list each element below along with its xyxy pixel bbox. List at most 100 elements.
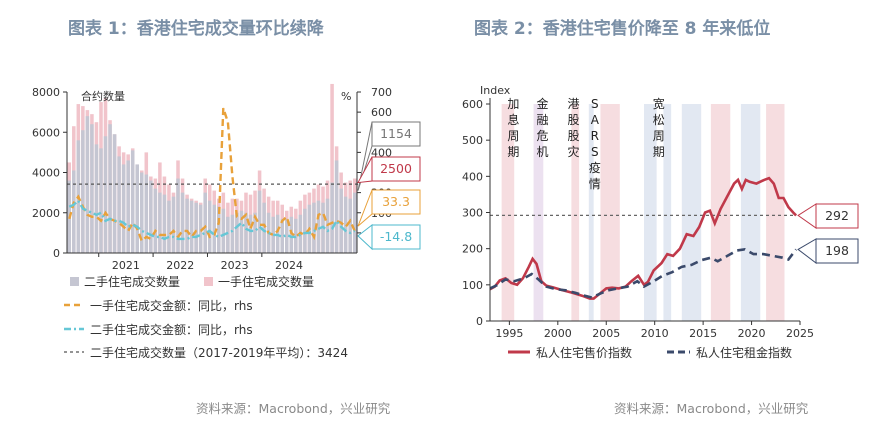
secondhand-bar bbox=[158, 192, 162, 253]
legend-swatch-secondhand bbox=[70, 277, 79, 286]
x-tick-label: 2022 bbox=[166, 259, 194, 272]
secondhand-bar bbox=[212, 204, 217, 253]
shaded-period bbox=[588, 104, 594, 321]
secondhand-bar bbox=[162, 194, 167, 253]
secondhand-bar bbox=[135, 164, 139, 253]
callout-box bbox=[371, 224, 421, 250]
period-annotation: 加息周期 bbox=[507, 97, 519, 159]
secondhand-bar bbox=[198, 204, 203, 253]
callout-pointer bbox=[357, 189, 373, 227]
secondhand-bar bbox=[348, 198, 352, 253]
secondhand-bar bbox=[235, 212, 239, 253]
y-axis-label: Index bbox=[480, 84, 511, 97]
shaded-period bbox=[533, 104, 544, 321]
x-tick-label: 2020 bbox=[738, 327, 766, 340]
secondhand-bar bbox=[248, 214, 253, 253]
callout-pointer bbox=[357, 223, 373, 251]
left-axis-label: 合约数量 bbox=[81, 89, 125, 103]
chart2-title: 图表 2：香港住宅售价降至 8 年来低位 bbox=[474, 19, 771, 39]
y-tick-label: 200 bbox=[462, 243, 483, 256]
callout-label: 1154 bbox=[380, 126, 412, 141]
chart1-title: 图表 1：香港住宅成交量环比续降 bbox=[68, 19, 324, 39]
chart2-source: 资料来源：Macrobond，兴业研究 bbox=[614, 401, 809, 416]
price-index-line bbox=[489, 176, 798, 300]
legend-label-secondhand-yoy: 二手住宅成交金额：同比，rhs bbox=[90, 322, 253, 337]
secondhand-bar bbox=[176, 178, 180, 253]
secondhand-bar bbox=[194, 202, 198, 253]
right-tick-label: 400 bbox=[371, 146, 392, 159]
rent-index-line bbox=[489, 248, 798, 299]
firsthand-yoy-line bbox=[68, 107, 356, 243]
secondhand-bar bbox=[312, 202, 316, 253]
y-tick-label: 100 bbox=[462, 279, 483, 292]
legend-label-rent: 私人住宅租金指数 bbox=[696, 345, 792, 360]
secondhand-bar bbox=[239, 210, 244, 253]
secondhand-bar bbox=[149, 180, 153, 253]
secondhand-bar bbox=[262, 202, 266, 253]
secondhand-bar bbox=[121, 164, 126, 253]
callout-label: 33.3 bbox=[382, 194, 410, 209]
secondhand-bar bbox=[339, 188, 343, 253]
secondhand-bar bbox=[330, 182, 334, 253]
shaded-period bbox=[766, 104, 785, 321]
secondhand-bar bbox=[257, 190, 262, 253]
secondhand-bar bbox=[153, 188, 158, 253]
period-annotation: 宽松周期 bbox=[653, 96, 665, 159]
right-axis-label: % bbox=[341, 90, 351, 103]
secondhand-bar bbox=[203, 192, 207, 253]
secondhand-bar bbox=[294, 218, 298, 253]
callout-label: -14.8 bbox=[380, 229, 412, 244]
period-annotation: 金融危机 bbox=[536, 96, 548, 159]
legend-label-firsthand-yoy: 一手住宅成交金额：同比，rhs bbox=[90, 298, 253, 313]
secondhand-bar bbox=[316, 200, 321, 253]
secondhand-bar bbox=[230, 214, 235, 253]
x-tick-label: 2005 bbox=[592, 327, 620, 340]
left-tick-label: 2000 bbox=[32, 207, 60, 220]
secondhand-bar bbox=[90, 124, 94, 253]
callout-box bbox=[371, 189, 421, 215]
firsthand-bar bbox=[330, 83, 334, 253]
callout-box bbox=[371, 121, 421, 147]
period-annotation: 港股股灾 bbox=[567, 97, 579, 159]
y-tick-label: 0 bbox=[476, 315, 483, 328]
callout-pointer bbox=[797, 238, 817, 265]
secondhand-bar bbox=[285, 218, 289, 253]
secondhand-bar bbox=[144, 174, 149, 253]
callout-box bbox=[815, 238, 859, 264]
secondhand-bar bbox=[217, 206, 221, 253]
secondhand-bar bbox=[334, 160, 339, 253]
shaded-period bbox=[571, 104, 580, 321]
y-tick-label: 600 bbox=[462, 98, 483, 111]
legend-label-price: 私人住宅售价指数 bbox=[536, 345, 632, 360]
left-tick-label: 6000 bbox=[32, 126, 60, 139]
secondhand-bar bbox=[189, 200, 194, 253]
period-annotation: S A R S 疫情 bbox=[589, 97, 601, 191]
right-tick-label: 600 bbox=[371, 106, 392, 119]
secondhand-bar bbox=[108, 124, 112, 253]
secondhand-bar bbox=[280, 218, 284, 253]
right-tick-label: 700 bbox=[371, 86, 392, 99]
x-tick-label: 2021 bbox=[112, 259, 140, 272]
secondhand-bar bbox=[303, 208, 307, 253]
secondhand-bar bbox=[117, 156, 121, 253]
y-tick-label: 500 bbox=[462, 134, 483, 147]
secondhand-bar bbox=[140, 172, 144, 253]
secondhand-bar bbox=[221, 208, 226, 253]
secondhand-bar bbox=[103, 136, 108, 253]
secondhand-bar bbox=[352, 192, 357, 253]
shaded-period bbox=[710, 104, 731, 321]
secondhand-bar bbox=[271, 216, 275, 253]
callout-label: 2500 bbox=[380, 161, 412, 176]
secondhand-bar bbox=[126, 160, 130, 253]
secondhand-bar bbox=[72, 170, 76, 253]
secondhand-bar bbox=[226, 216, 230, 253]
y-tick-label: 400 bbox=[462, 170, 483, 183]
y-tick-label: 300 bbox=[462, 207, 483, 220]
secondhand-bar bbox=[180, 192, 185, 253]
secondhand-bar bbox=[99, 148, 103, 253]
left-tick-label: 4000 bbox=[32, 167, 60, 180]
secondhand-bar bbox=[81, 130, 85, 253]
secondhand-bar bbox=[207, 200, 212, 253]
callout-box bbox=[815, 203, 859, 229]
